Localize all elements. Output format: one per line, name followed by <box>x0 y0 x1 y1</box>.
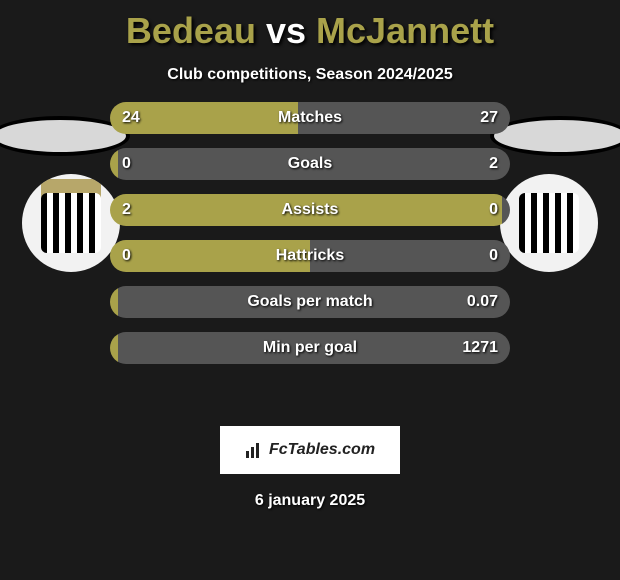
stats-arena: Matches2427 Goals02 Assists20 Hattricks00 Go… <box>0 102 620 412</box>
stat-bar-track <box>110 332 510 364</box>
stat-bar-left-segment <box>110 332 118 364</box>
stat-bar-left-segment <box>110 148 118 180</box>
stat-row: Hattricks00 <box>110 240 510 272</box>
stat-bars-container: Matches2427 Goals02 Assists20 Hattricks00 Go… <box>110 102 510 378</box>
vs-text: vs <box>266 10 306 51</box>
stat-row: Matches2427 <box>110 102 510 134</box>
branding-badge: FcTables.com <box>220 426 400 474</box>
stat-row: Goals per match0.07 <box>110 286 510 318</box>
stat-row: Goals02 <box>110 148 510 180</box>
comparison-title: Bedeau vs McJannett <box>0 0 620 52</box>
stat-bar-left-segment <box>110 240 310 272</box>
player1-name: Bedeau <box>126 10 256 51</box>
stat-row: Assists20 <box>110 194 510 226</box>
stat-bar-track <box>110 194 510 226</box>
stat-bar-track <box>110 240 510 272</box>
stat-bar-right-segment <box>118 332 510 364</box>
stat-bar-left-segment <box>110 286 118 318</box>
branding-text: FcTables.com <box>269 441 375 459</box>
stat-row: Min per goal1271 <box>110 332 510 364</box>
player2-name: McJannett <box>316 10 494 51</box>
stat-bar-track <box>110 148 510 180</box>
player1-crest <box>22 174 120 272</box>
stat-bar-right-segment <box>118 286 510 318</box>
stat-bar-track <box>110 286 510 318</box>
stat-bar-left-segment <box>110 102 298 134</box>
bar-chart-icon <box>245 441 263 459</box>
stat-bar-right-segment <box>298 102 510 134</box>
crest-stripes-icon <box>41 193 101 253</box>
stat-bar-right-segment <box>502 194 510 226</box>
stat-bar-left-segment <box>110 194 502 226</box>
subtitle: Club competitions, Season 2024/2025 <box>0 66 620 84</box>
player2-crest <box>500 174 598 272</box>
footer-date: 6 january 2025 <box>0 492 620 510</box>
stat-bar-right-segment <box>310 240 510 272</box>
stat-bar-track <box>110 102 510 134</box>
crest-stripes-icon <box>519 193 579 253</box>
stat-bar-right-segment <box>118 148 510 180</box>
